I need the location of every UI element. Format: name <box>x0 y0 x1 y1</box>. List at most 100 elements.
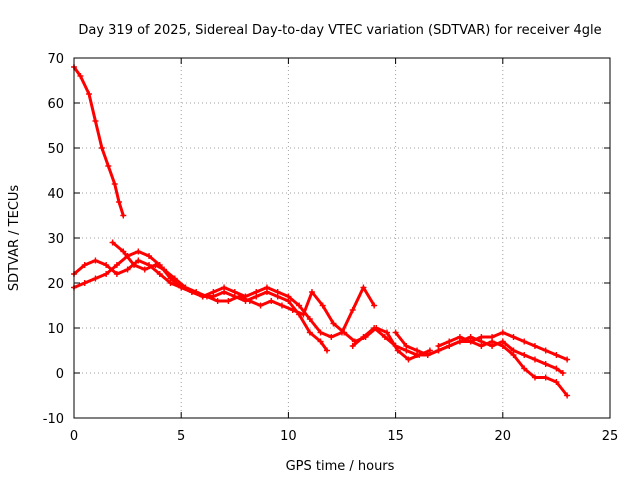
data-point <box>564 356 571 363</box>
data-point <box>435 343 442 349</box>
y-tick-label: 0 <box>56 367 64 382</box>
data-point <box>161 266 168 273</box>
data-point <box>182 284 189 291</box>
data-point <box>384 329 391 336</box>
data-point <box>81 280 88 286</box>
data-point <box>92 257 99 264</box>
data-point <box>116 199 123 205</box>
x-tick-label: 15 <box>387 429 404 444</box>
x-tick-label: 25 <box>602 429 619 444</box>
data-point <box>542 374 549 381</box>
data-point <box>510 352 517 358</box>
data-point <box>371 302 378 309</box>
data-point <box>109 239 116 246</box>
data-point <box>296 302 303 309</box>
data-point <box>521 365 528 372</box>
data-point <box>105 163 112 169</box>
data-point <box>499 343 506 349</box>
data-point <box>193 289 200 295</box>
data-point <box>424 352 431 358</box>
data-point <box>257 302 264 309</box>
data-point <box>306 316 313 322</box>
data-point <box>120 248 127 255</box>
data-point <box>289 307 296 313</box>
y-tick-label: 50 <box>47 142 64 157</box>
data-point <box>120 212 127 219</box>
data-point <box>323 347 330 354</box>
y-axis-label: SDTVAR / TECUs <box>7 185 22 292</box>
data-point <box>478 334 485 340</box>
data-point <box>542 361 549 367</box>
data-point <box>103 271 110 277</box>
data-point <box>300 311 307 318</box>
data-series <box>71 64 571 399</box>
data-point <box>521 352 528 358</box>
data-point <box>210 289 217 295</box>
data-point <box>531 356 538 363</box>
data-point <box>146 253 153 259</box>
data-point <box>414 347 421 354</box>
data-point <box>278 302 285 309</box>
data-point <box>499 329 506 336</box>
data-point <box>306 329 313 336</box>
data-point <box>131 262 138 268</box>
data-point <box>349 307 356 313</box>
data-point <box>542 347 549 354</box>
data-point <box>456 334 463 340</box>
data-point <box>467 338 474 345</box>
data-point <box>317 338 324 345</box>
data-point <box>152 262 159 268</box>
y-tick-label: 20 <box>47 277 64 292</box>
data-point <box>231 289 238 295</box>
x-axis-label: GPS time / hours <box>286 459 395 474</box>
data-point <box>81 262 88 268</box>
data-point <box>246 298 253 304</box>
data-point <box>268 298 275 304</box>
data-point <box>263 284 270 291</box>
data-point <box>214 298 221 304</box>
data-point <box>478 343 485 349</box>
data-point <box>405 356 412 363</box>
data-point <box>341 329 348 336</box>
data-point <box>360 334 367 340</box>
data-point <box>236 293 243 300</box>
data-point <box>403 343 410 349</box>
data-point <box>103 262 110 268</box>
data-point <box>225 298 232 304</box>
data-point <box>317 329 324 336</box>
data-point <box>553 365 560 372</box>
data-point <box>156 271 163 277</box>
data-point <box>521 338 528 345</box>
data-point <box>489 338 496 345</box>
data-point <box>171 275 178 282</box>
x-tick-label: 20 <box>495 429 512 444</box>
x-tick-label: 5 <box>177 429 185 444</box>
data-point <box>135 257 142 264</box>
data-point <box>274 289 281 295</box>
data-point <box>113 271 120 277</box>
data-point <box>253 289 260 295</box>
data-point <box>559 370 566 376</box>
data-point <box>553 352 560 358</box>
data-point <box>77 73 84 79</box>
y-tick-label: 70 <box>47 52 64 67</box>
data-point <box>221 284 228 291</box>
data-point <box>349 343 356 349</box>
data-point <box>92 275 99 282</box>
data-point <box>308 289 315 295</box>
data-point <box>446 338 453 345</box>
x-tick-label: 10 <box>280 429 297 444</box>
data-point <box>203 293 210 300</box>
y-tick-label: -10 <box>43 412 64 427</box>
data-point <box>285 293 292 300</box>
data-point <box>392 329 399 336</box>
data-point <box>111 181 118 187</box>
data-point <box>86 91 93 97</box>
data-point <box>113 262 120 268</box>
chart-title: Day 319 of 2025, Sidereal Day-to-day VTE… <box>78 23 601 38</box>
series-line-trace-a <box>72 259 329 352</box>
y-tick-label: 40 <box>47 187 64 202</box>
data-point <box>381 334 388 340</box>
